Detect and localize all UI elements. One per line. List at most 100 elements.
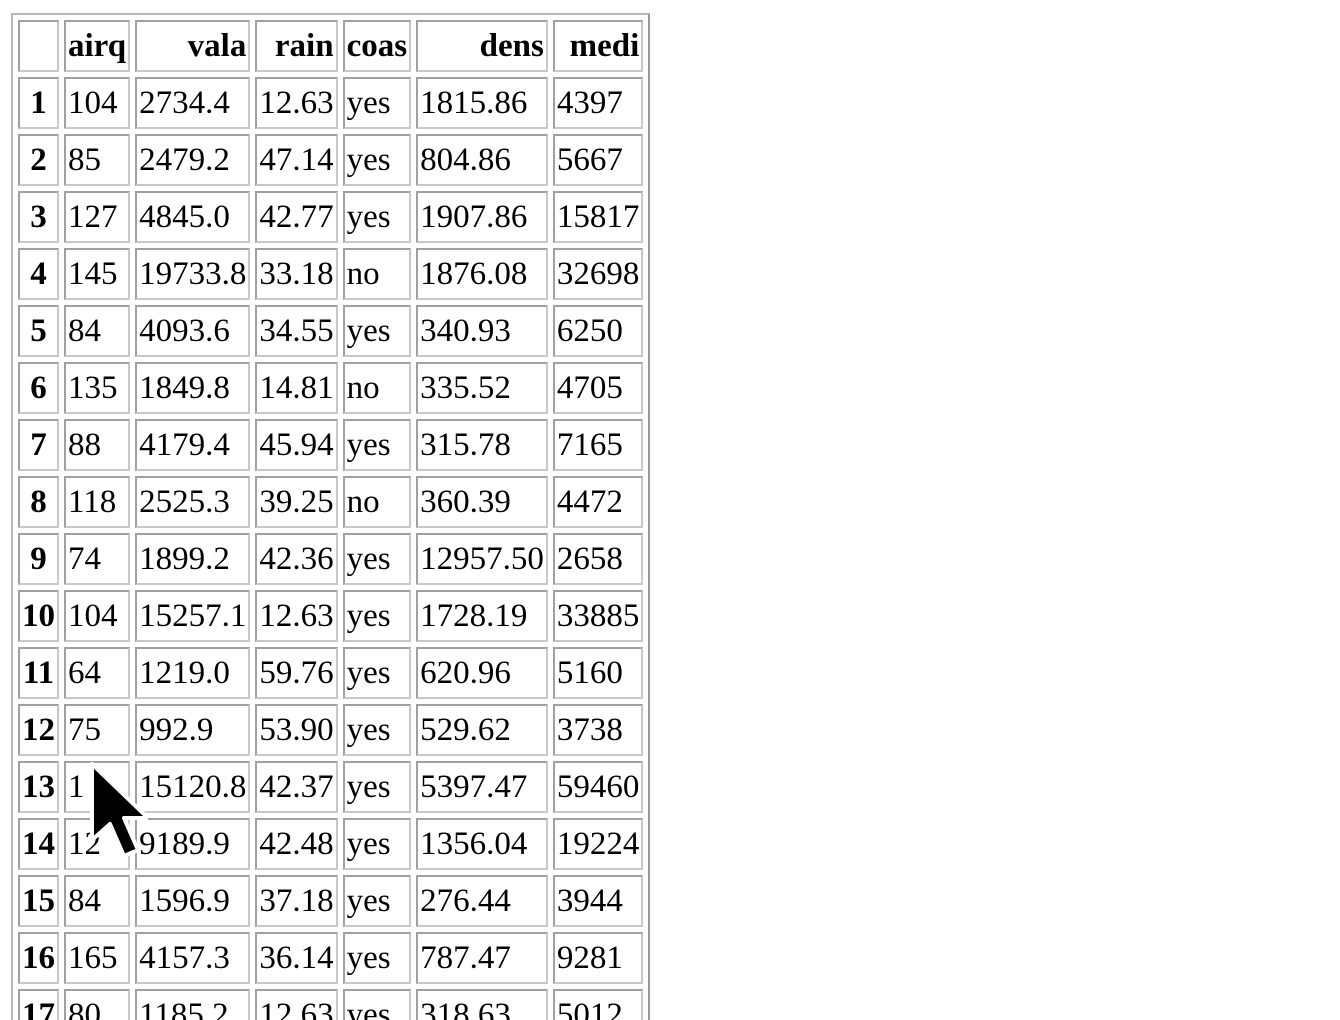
cell-rain: 53.90 bbox=[255, 704, 338, 756]
table-row: 1 104 2734.4 12.63 yes 1815.86 4397 bbox=[18, 77, 644, 129]
cell-airq: 127 bbox=[64, 191, 131, 243]
cell-coas: no bbox=[342, 362, 412, 414]
header-vala: vala bbox=[135, 20, 251, 72]
cell-airq: 64 bbox=[64, 647, 131, 699]
cell-airq: 80 bbox=[64, 989, 131, 1020]
cell-rain: 42.48 bbox=[255, 818, 338, 870]
row-index: 15 bbox=[18, 875, 59, 927]
cell-coas: yes bbox=[342, 704, 412, 756]
cell-coas: yes bbox=[342, 590, 412, 642]
cell-dens: 12957.50 bbox=[416, 533, 548, 585]
cell-rain: 14.81 bbox=[255, 362, 338, 414]
cell-coas: yes bbox=[342, 818, 412, 870]
cell-airq: 165 bbox=[64, 932, 131, 984]
cell-airq: 85 bbox=[64, 134, 131, 186]
table-row: 10 104 15257.1 12.63 yes 1728.19 33885 bbox=[18, 590, 644, 642]
row-index: 10 bbox=[18, 590, 59, 642]
row-index: 13 bbox=[18, 761, 59, 813]
table-row: 3 127 4845.0 42.77 yes 1907.86 15817 bbox=[18, 191, 644, 243]
row-index: 1 bbox=[18, 77, 59, 129]
cell-coas: no bbox=[342, 248, 412, 300]
cell-vala: 2734.4 bbox=[135, 77, 251, 129]
row-index: 8 bbox=[18, 476, 59, 528]
row-index: 3 bbox=[18, 191, 59, 243]
cell-rain: 47.14 bbox=[255, 134, 338, 186]
cell-airq: 12 bbox=[64, 818, 131, 870]
cell-medi: 32698 bbox=[552, 248, 644, 300]
cell-rain: 42.37 bbox=[255, 761, 338, 813]
cell-coas: yes bbox=[342, 989, 412, 1020]
cell-vala: 2479.2 bbox=[135, 134, 251, 186]
cell-airq: 88 bbox=[64, 419, 131, 471]
cell-medi: 3944 bbox=[552, 875, 644, 927]
table-row: 14 12 9189.9 42.48 yes 1356.04 19224 bbox=[18, 818, 644, 870]
row-index: 12 bbox=[18, 704, 59, 756]
cell-dens: 276.44 bbox=[416, 875, 548, 927]
row-index: 17 bbox=[18, 989, 59, 1020]
cell-medi: 33885 bbox=[552, 590, 644, 642]
cell-coas: no bbox=[342, 476, 412, 528]
cell-medi: 2658 bbox=[552, 533, 644, 585]
header-medi: medi bbox=[552, 20, 644, 72]
cell-dens: 318.63 bbox=[416, 989, 548, 1020]
cell-rain: 42.36 bbox=[255, 533, 338, 585]
table-row: 17 80 1185.2 12.63 yes 318.63 5012 bbox=[18, 989, 644, 1020]
cell-rain: 12.63 bbox=[255, 77, 338, 129]
cell-medi: 3738 bbox=[552, 704, 644, 756]
header-coas: coas bbox=[342, 20, 412, 72]
cell-dens: 529.62 bbox=[416, 704, 548, 756]
cell-medi: 19224 bbox=[552, 818, 644, 870]
cell-airq: 1 bbox=[64, 761, 131, 813]
cell-vala: 1849.8 bbox=[135, 362, 251, 414]
cell-airq: 118 bbox=[64, 476, 131, 528]
cell-vala: 19733.8 bbox=[135, 248, 251, 300]
row-index: 9 bbox=[18, 533, 59, 585]
cell-dens: 335.52 bbox=[416, 362, 548, 414]
cell-medi: 5160 bbox=[552, 647, 644, 699]
cell-rain: 59.76 bbox=[255, 647, 338, 699]
table-row: 16 165 4157.3 36.14 yes 787.47 9281 bbox=[18, 932, 644, 984]
table-row: 4 145 19733.8 33.18 no 1876.08 32698 bbox=[18, 248, 644, 300]
cell-dens: 1815.86 bbox=[416, 77, 548, 129]
cell-dens: 340.93 bbox=[416, 305, 548, 357]
table-row: 12 75 992.9 53.90 yes 529.62 3738 bbox=[18, 704, 644, 756]
cell-coas: yes bbox=[342, 533, 412, 585]
cell-dens: 315.78 bbox=[416, 419, 548, 471]
row-index: 2 bbox=[18, 134, 59, 186]
data-table: airq vala rain coas dens medi 1 104 2734.4… bbox=[11, 13, 651, 1020]
cell-rain: 42.77 bbox=[255, 191, 338, 243]
cell-coas: yes bbox=[342, 134, 412, 186]
cell-rain: 37.18 bbox=[255, 875, 338, 927]
header-row: airq vala rain coas dens medi bbox=[18, 20, 644, 72]
cell-coas: yes bbox=[342, 77, 412, 129]
cell-airq: 75 bbox=[64, 704, 131, 756]
cell-medi: 59460 bbox=[552, 761, 644, 813]
cell-vala: 1185.2 bbox=[135, 989, 251, 1020]
cell-dens: 1728.19 bbox=[416, 590, 548, 642]
cell-dens: 1907.86 bbox=[416, 191, 548, 243]
cell-vala: 1899.2 bbox=[135, 533, 251, 585]
cell-airq: 74 bbox=[64, 533, 131, 585]
cell-vala: 4157.3 bbox=[135, 932, 251, 984]
cell-coas: yes bbox=[342, 761, 412, 813]
header-dens: dens bbox=[416, 20, 548, 72]
row-index: 6 bbox=[18, 362, 59, 414]
row-index: 7 bbox=[18, 419, 59, 471]
table-row: 7 88 4179.4 45.94 yes 315.78 7165 bbox=[18, 419, 644, 471]
cell-rain: 39.25 bbox=[255, 476, 338, 528]
row-index: 16 bbox=[18, 932, 59, 984]
cell-vala: 992.9 bbox=[135, 704, 251, 756]
cell-dens: 360.39 bbox=[416, 476, 548, 528]
cell-airq: 84 bbox=[64, 875, 131, 927]
cell-dens: 1876.08 bbox=[416, 248, 548, 300]
cell-rain: 36.14 bbox=[255, 932, 338, 984]
cell-medi: 5012 bbox=[552, 989, 644, 1020]
cell-medi: 4705 bbox=[552, 362, 644, 414]
cell-vala: 1596.9 bbox=[135, 875, 251, 927]
row-index: 11 bbox=[18, 647, 59, 699]
cell-vala: 15120.8 bbox=[135, 761, 251, 813]
cell-dens: 620.96 bbox=[416, 647, 548, 699]
cell-coas: yes bbox=[342, 191, 412, 243]
cell-coas: yes bbox=[342, 932, 412, 984]
cell-vala: 4845.0 bbox=[135, 191, 251, 243]
